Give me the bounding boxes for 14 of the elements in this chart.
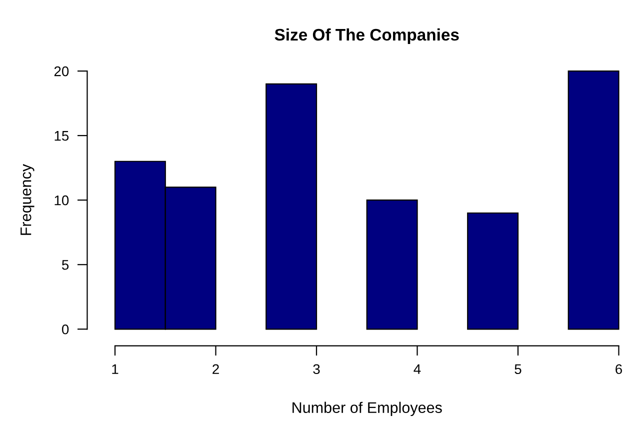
y-tick-label: 15 xyxy=(54,131,69,141)
x-tick-label: 1 xyxy=(112,364,118,374)
x-tick-label: 6 xyxy=(616,364,622,374)
y-tick-label: 10 xyxy=(54,195,69,206)
x-tick-label: 4 xyxy=(414,364,421,374)
x-axis-title: Number of Employees xyxy=(292,402,442,416)
x-tick-label: 3 xyxy=(313,364,320,374)
y-tick-label: 20 xyxy=(54,66,69,76)
y-axis-title: Frequency xyxy=(20,164,34,235)
x-tick-label: 5 xyxy=(514,364,522,374)
y-tick-label: 5 xyxy=(62,260,69,270)
y-tick-label: 0 xyxy=(62,324,69,334)
x-tick-label: 2 xyxy=(212,364,219,374)
chart-title: Size Of The Companies xyxy=(274,28,459,44)
